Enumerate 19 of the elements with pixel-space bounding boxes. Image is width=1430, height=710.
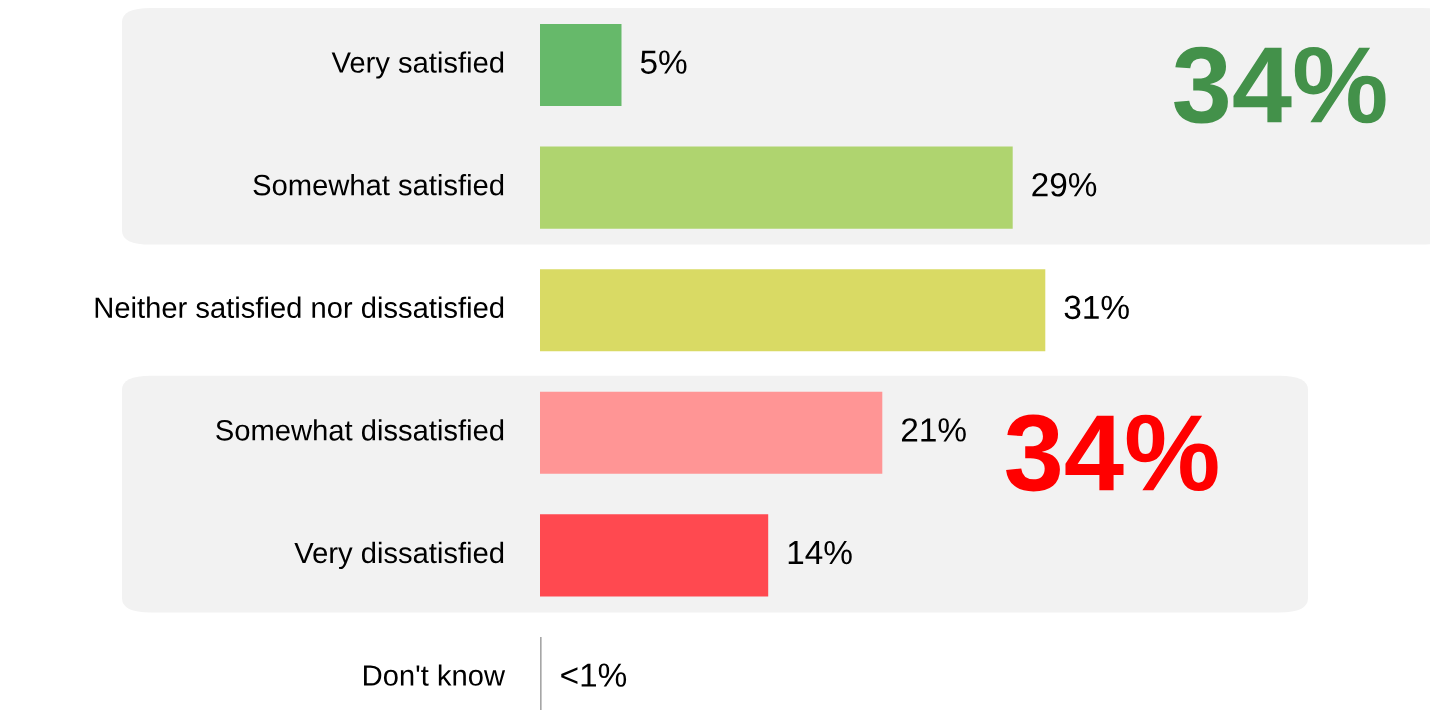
bar <box>540 269 1046 352</box>
bar <box>540 514 769 597</box>
data-label: 29% <box>1032 172 1097 197</box>
data-label: 5% <box>640 50 687 74</box>
data-label: 21% <box>901 418 966 442</box>
data-label: <1% <box>561 663 627 687</box>
y-tick-label: Very satisfied <box>331 51 504 79</box>
y-tick-label: Very dissatisfied <box>294 541 504 569</box>
band-label: 34% <box>1174 46 1386 124</box>
y-tick-label: Don't know <box>364 664 506 686</box>
bar <box>540 23 622 107</box>
y-tick-label: Neither satisfied nor dissatisfied <box>95 296 504 319</box>
bar <box>540 391 883 474</box>
data-label: 31% <box>1064 295 1129 320</box>
y-tick-label: Somewhat dissatisfied <box>216 419 504 441</box>
data-label: 14% <box>788 540 852 565</box>
band-label: 34% <box>1006 414 1218 492</box>
y-tick-label: Somewhat satisfied <box>253 174 504 196</box>
bar <box>540 146 1013 229</box>
